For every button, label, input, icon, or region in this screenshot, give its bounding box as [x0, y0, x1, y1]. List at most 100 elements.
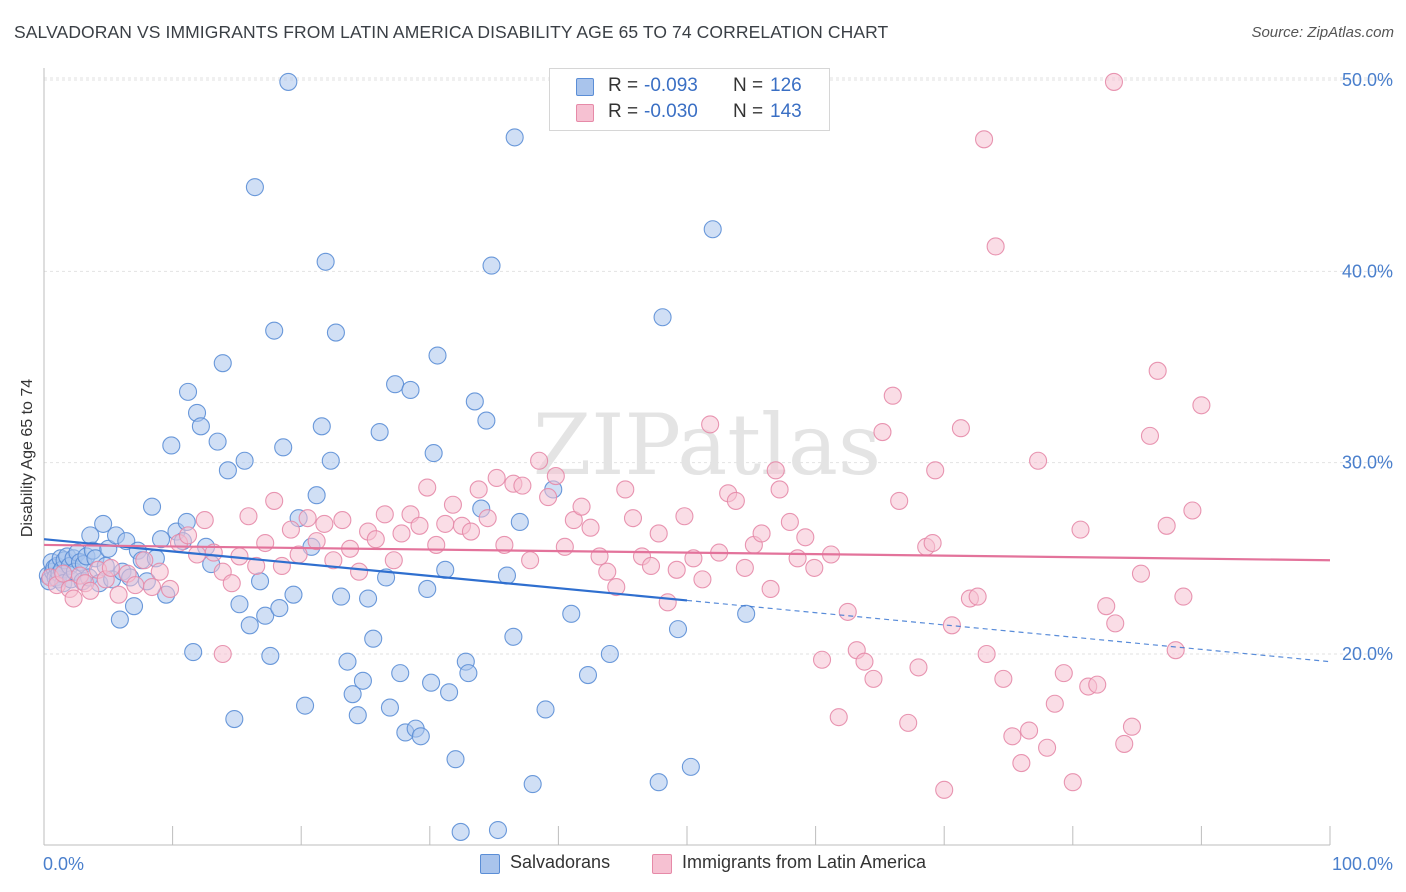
legend-label: Salvadorans	[510, 852, 611, 872]
data-point	[796, 528, 815, 547]
data-point	[812, 650, 832, 669]
data-point	[536, 700, 555, 719]
data-point	[265, 321, 284, 340]
data-point	[375, 505, 394, 524]
data-point	[1192, 396, 1211, 415]
data-point	[281, 520, 300, 539]
trend-lines	[43, 538, 1331, 663]
data-point	[401, 380, 420, 400]
data-point	[864, 669, 883, 688]
data-point	[668, 620, 688, 639]
data-point	[250, 572, 270, 591]
x-axis-min-label: 0.0%	[43, 854, 85, 874]
data-point	[391, 664, 410, 683]
data-point	[307, 486, 326, 505]
stats-legend: R = -0.093 N = 126 R = -0.030 N = 143	[549, 68, 830, 131]
data-point	[1157, 516, 1176, 535]
data-point	[539, 488, 558, 507]
data-point	[284, 585, 303, 604]
data-point	[1097, 597, 1116, 616]
y-tick-label: 20.0%	[1342, 644, 1393, 664]
data-point	[208, 432, 227, 451]
data-point	[521, 551, 540, 570]
data-point	[370, 423, 389, 442]
data-point	[890, 491, 909, 510]
data-point	[829, 708, 848, 727]
data-point	[461, 522, 481, 541]
r-value: -0.093	[644, 75, 698, 96]
data-point	[873, 423, 892, 442]
data-point	[1166, 641, 1185, 660]
data-point	[110, 610, 129, 629]
x-axis-max-label: 100.0%	[1331, 854, 1393, 874]
data-point	[142, 577, 162, 597]
data-point	[510, 512, 529, 532]
data-point	[1122, 717, 1142, 736]
data-point	[523, 775, 542, 794]
data-point	[316, 252, 335, 271]
watermark: ZIPatlas	[533, 396, 881, 494]
data-point	[279, 72, 298, 91]
data-point	[213, 354, 232, 373]
source-label: Source: ZipAtlas.com	[1251, 24, 1394, 41]
data-point	[572, 497, 591, 516]
data-point	[770, 480, 789, 499]
data-point	[245, 178, 264, 197]
data-point	[478, 509, 497, 528]
data-point	[135, 551, 154, 570]
data-point	[256, 533, 275, 553]
r-label: R =	[608, 101, 639, 122]
data-point	[623, 509, 643, 528]
data-point	[923, 533, 942, 553]
data-point	[766, 461, 785, 480]
data-point	[343, 685, 362, 704]
swatch-salvadorans	[576, 78, 594, 96]
data-point	[701, 415, 720, 434]
data-point	[681, 757, 700, 776]
data-point	[1020, 721, 1039, 740]
data-point	[1071, 520, 1090, 539]
data-point	[546, 467, 565, 486]
data-point	[230, 595, 249, 614]
data-point	[658, 593, 677, 612]
data-point	[1104, 72, 1124, 91]
data-point	[598, 562, 617, 581]
data-point	[195, 511, 214, 530]
data-point	[380, 698, 399, 717]
data-point	[1088, 675, 1107, 694]
data-point	[909, 658, 928, 677]
data-point	[315, 514, 334, 533]
data-point	[899, 713, 918, 732]
legend-label: Immigrants from Latin America	[682, 852, 927, 872]
data-point	[446, 750, 465, 769]
y-tick-labels: 20.0% 30.0% 40.0% 50.0%	[1342, 70, 1393, 664]
data-point	[667, 560, 686, 579]
data-point	[451, 822, 470, 841]
data-point	[469, 480, 488, 499]
data-point	[600, 644, 619, 664]
data-point	[951, 419, 970, 438]
data-point	[261, 646, 280, 665]
data-point	[386, 375, 405, 394]
data-point	[274, 438, 293, 457]
data-point	[752, 524, 771, 543]
data-point	[270, 599, 289, 618]
y-tick-label: 30.0%	[1342, 453, 1393, 473]
data-point	[126, 576, 145, 595]
trend-extension-salvadorans	[686, 599, 1331, 663]
data-point	[333, 511, 352, 530]
data-point	[1012, 754, 1031, 773]
data-point	[530, 451, 549, 470]
data-point	[477, 411, 496, 430]
axes	[43, 68, 1331, 846]
data-point	[353, 671, 372, 690]
data-point	[443, 495, 462, 514]
data-point	[418, 579, 437, 598]
data-point	[968, 587, 987, 606]
data-point	[935, 780, 954, 799]
data-point	[1148, 361, 1167, 380]
swatch-immigrants	[576, 104, 594, 122]
data-point	[1045, 694, 1064, 713]
n-label: N =	[733, 101, 764, 122]
data-point	[513, 476, 532, 495]
